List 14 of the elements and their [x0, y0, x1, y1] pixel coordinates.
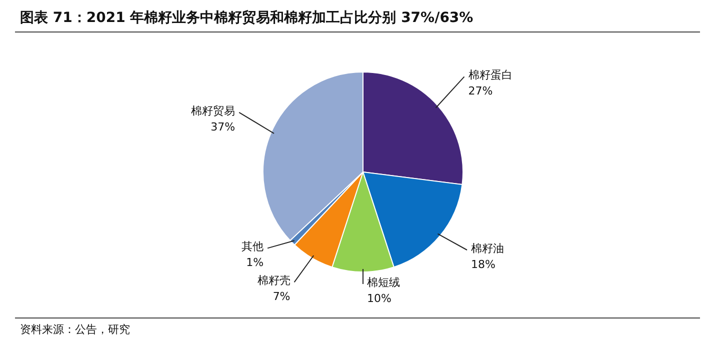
text: 资料来源：公告，研究 [20, 323, 130, 336]
slice-label: 棉籽贸易 [191, 104, 236, 118]
chart-title: 图表 71：2021 年棉籽业务中棉籽贸易和棉籽加工占比分别 37%/63% [20, 9, 474, 26]
data-label: 37% [210, 120, 236, 134]
data-label: 18% [471, 258, 496, 271]
data-label: 10% [367, 292, 392, 305]
slice-label: 棉籽蛋白 [468, 68, 512, 82]
slice-label: 棉籽油 [471, 242, 504, 255]
data-label: 27% [468, 84, 493, 98]
data-label: 1% [246, 256, 264, 270]
slice-label: 其他 [242, 240, 264, 254]
data-label: 7% [272, 290, 290, 304]
slice-label: 棉籽壳 [257, 274, 290, 288]
slice-label: 棉短绒 [367, 276, 400, 289]
